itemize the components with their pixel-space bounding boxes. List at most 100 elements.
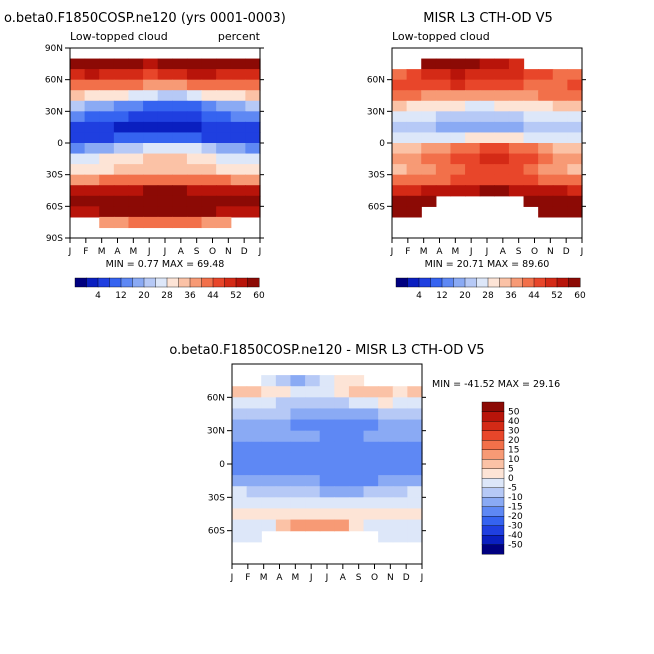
heatmap-cell [392, 397, 408, 410]
heatmap-cell [128, 100, 144, 112]
heatmap-cell [157, 195, 173, 207]
heatmap-cell [305, 386, 321, 398]
heatmap-cell [113, 206, 130, 218]
y-tick-label: 30N [45, 107, 63, 117]
heatmap-cell [172, 153, 188, 165]
heatmap-cell [245, 132, 261, 144]
heatmap-cell [450, 79, 466, 91]
heatmap-cell [421, 58, 437, 70]
colorbar-box [86, 277, 99, 288]
heatmap-cell [319, 419, 335, 432]
heatmap-cell [450, 58, 466, 70]
heatmap-cell [334, 464, 350, 476]
panel-diff-title: o.beta0.F1850COSP.ne120 - MISR L3 CTH-OD… [169, 343, 484, 358]
heatmap-cell [378, 530, 394, 543]
heatmap-cell [143, 121, 159, 134]
panel-obs-heatmap [392, 58, 583, 218]
colorbar-box [481, 420, 505, 432]
colorbar-label: 10 [508, 455, 520, 465]
x-tick-label: N [225, 247, 232, 257]
heatmap-cell [450, 121, 466, 134]
heatmap-cell [479, 185, 495, 197]
heatmap-cell [275, 441, 292, 454]
heatmap-cell [348, 464, 365, 476]
heatmap-cell [216, 206, 232, 218]
x-tick-label: J [68, 247, 72, 257]
heatmap-cell [479, 79, 495, 91]
heatmap-cell [465, 153, 481, 165]
y-tick-label: 30S [46, 171, 63, 181]
x-tick-label: D [403, 573, 410, 583]
heatmap-cell [378, 408, 394, 421]
heatmap-cell [84, 185, 100, 197]
heatmap-cell [421, 143, 437, 155]
colorbar-label: 52 [230, 291, 241, 301]
colorbar-box [481, 468, 505, 479]
heatmap-cell [186, 164, 203, 176]
heatmap-cell [450, 164, 466, 176]
heatmap-cell [378, 441, 394, 454]
colorbar-label: 20 [138, 291, 150, 301]
heatmap-cell [216, 195, 232, 207]
heatmap-cell [538, 195, 554, 207]
heatmap-cell [334, 419, 350, 432]
heatmap-cell [70, 143, 86, 155]
heatmap-cell [538, 121, 554, 134]
heatmap-cell [421, 69, 437, 81]
colorbar-label: 60 [574, 291, 586, 301]
colorbar-label: 36 [184, 291, 196, 301]
heatmap-cell [172, 58, 188, 70]
heatmap-cell [230, 100, 246, 112]
heatmap-cell [392, 419, 408, 432]
heatmap-cell [230, 111, 246, 123]
heatmap-cell [113, 79, 130, 91]
heatmap-cell [378, 430, 394, 443]
heatmap-cell [392, 464, 408, 476]
heatmap-cell [157, 216, 173, 229]
heatmap-cell [201, 185, 217, 197]
heatmap-cell [392, 174, 408, 186]
heatmap-cell [465, 100, 481, 112]
y-tick-label: 30S [208, 493, 225, 503]
heatmap-cell [186, 111, 203, 123]
heatmap-cell [84, 100, 100, 112]
heatmap-cell [348, 441, 365, 454]
colorbar-box [74, 277, 88, 288]
heatmap-cell [216, 143, 232, 155]
heatmap-cell [172, 206, 188, 218]
heatmap-cell [246, 497, 262, 510]
heatmap-cell [216, 90, 232, 102]
heatmap-cell [143, 174, 159, 186]
heatmap-cell [465, 143, 481, 155]
heatmap-cell [261, 475, 277, 487]
heatmap-cell [435, 164, 452, 176]
colorbar-label: 30 [508, 427, 520, 437]
colorbar-box [476, 277, 489, 288]
heatmap-cell [552, 121, 568, 134]
heatmap-cell [84, 206, 100, 218]
colorbar-box [568, 277, 581, 288]
colorbar-box [201, 277, 214, 288]
heatmap-cell [261, 519, 277, 532]
heatmap-cell [435, 185, 452, 197]
heatmap-cell [216, 58, 232, 70]
heatmap-cell [186, 121, 203, 134]
x-tick-label: M [291, 573, 299, 583]
heatmap-cell [305, 475, 321, 487]
heatmap-cell [567, 111, 583, 123]
panel-diff: o.beta0.F1850COSP.ne120 - MISR L3 CTH-OD… [169, 343, 560, 583]
heatmap-cell [406, 132, 422, 144]
heatmap-cell [363, 419, 379, 432]
heatmap-cell [552, 79, 568, 91]
heatmap-cell [290, 497, 306, 510]
colorbar-label: 36 [505, 291, 517, 301]
heatmap-cell [319, 508, 335, 521]
heatmap-cell [186, 185, 203, 197]
heatmap-cell [305, 397, 321, 410]
heatmap-cell [172, 79, 188, 91]
heatmap-cell [261, 441, 277, 454]
heatmap-cell [230, 164, 246, 176]
colorbar-box [97, 277, 111, 288]
heatmap-cell [363, 497, 379, 510]
heatmap-cell [245, 143, 261, 155]
